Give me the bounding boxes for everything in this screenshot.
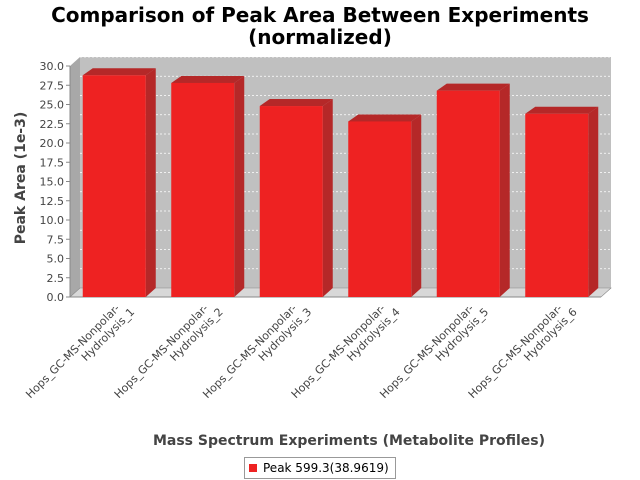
chart-title: Comparison of Peak Area Between Experime… <box>51 3 589 27</box>
y-tick-label: 10.0 <box>40 214 65 227</box>
x-tick-label-line: Hops_GC-MS-Nonpolar- <box>23 302 122 401</box>
bar-front <box>82 75 146 298</box>
legend: Peak 599.3(38.9619) <box>244 457 396 479</box>
bar-front <box>525 113 589 298</box>
bar-side <box>234 75 245 297</box>
bar <box>436 83 510 297</box>
bar-top <box>82 68 156 76</box>
y-tick-label: 5.0 <box>47 253 65 266</box>
y-tick-label: 17.5 <box>40 156 65 169</box>
bar <box>525 106 599 298</box>
bar-front <box>259 106 323 297</box>
chart-subtitle: (normalized) <box>248 25 392 49</box>
y-tick-label: 25.0 <box>40 99 65 112</box>
plot-side-wall <box>70 57 80 297</box>
bar-side <box>145 68 156 298</box>
bar-top <box>525 106 599 114</box>
bar-side <box>322 99 333 297</box>
bar-side <box>588 106 599 298</box>
bar-front <box>436 90 500 297</box>
bar <box>259 99 333 297</box>
bar-side <box>411 114 422 297</box>
y-tick-label: 20.0 <box>40 137 65 150</box>
legend-swatch <box>249 464 257 472</box>
y-tick-label: 7.5 <box>47 233 65 246</box>
bar-top <box>436 83 510 91</box>
x-axis-label: Mass Spectrum Experiments (Metabolite Pr… <box>153 433 545 449</box>
bar <box>171 75 245 297</box>
bar <box>348 114 422 297</box>
x-axis-ticks: Hops_GC-MS-Nonpolar-Hydrolysis_1Hops_GC-… <box>23 302 579 401</box>
bar-top <box>348 114 422 122</box>
bar <box>82 68 156 298</box>
y-tick-label: 27.5 <box>40 79 65 92</box>
bar-front <box>171 82 235 297</box>
y-tick-label: 30.0 <box>40 60 65 73</box>
y-tick-label: 22.5 <box>40 118 65 131</box>
y-tick-label: 2.5 <box>47 272 65 285</box>
y-tick-label: 15.0 <box>40 176 65 189</box>
gridlines <box>80 56 611 270</box>
y-tick-label: 0.0 <box>47 291 65 304</box>
y-axis-label: Peak Area (1e-3) <box>13 112 29 245</box>
y-tick-label: 12.5 <box>40 195 65 208</box>
bar-top <box>171 75 245 83</box>
bar-front <box>348 121 412 297</box>
legend-label: Peak 599.3(38.9619) <box>263 461 389 475</box>
bar-top <box>259 99 333 107</box>
y-axis-ticks: 0.0 2.5 5.0 7.5 10.0 12.5 15.0 17.5 20.0 22.5 25.0… <box>40 60 70 304</box>
bars <box>82 68 599 298</box>
bar-side <box>499 83 510 297</box>
